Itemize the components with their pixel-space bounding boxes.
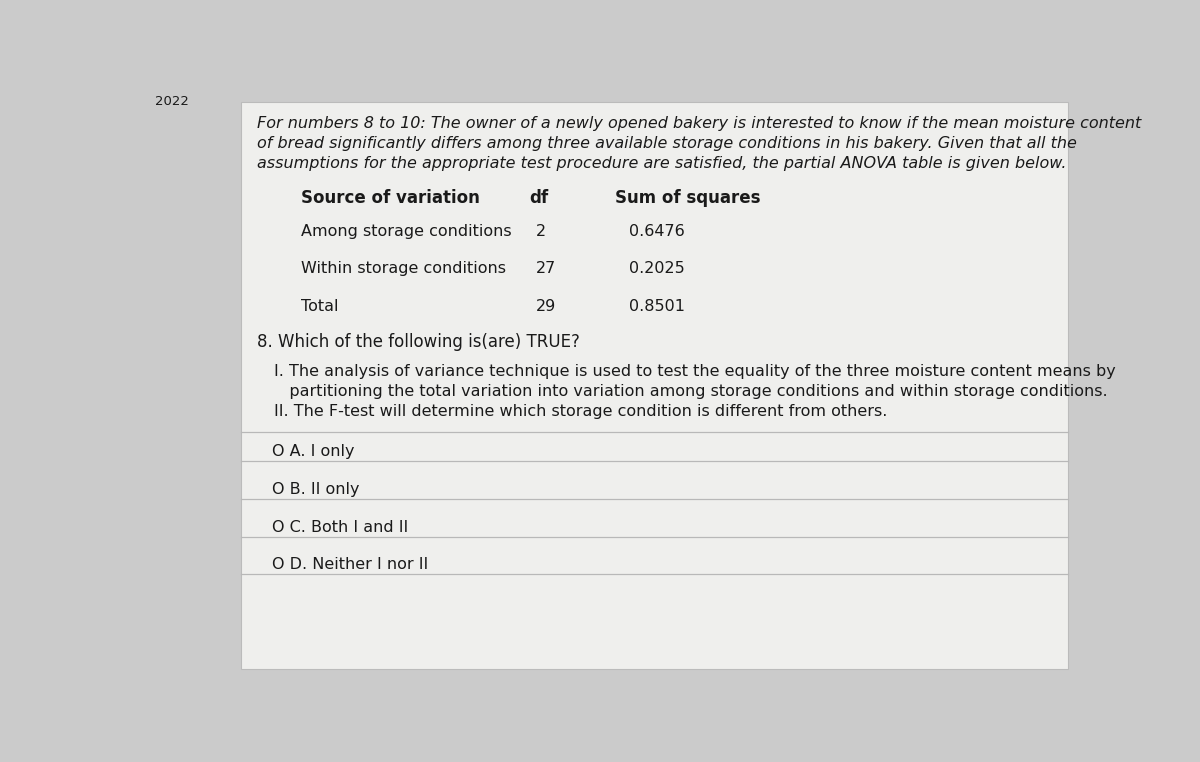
Text: 2022: 2022 <box>155 94 188 107</box>
Text: df: df <box>529 189 548 207</box>
Text: O D. Neither I nor II: O D. Neither I nor II <box>272 557 428 572</box>
Text: 0.2025: 0.2025 <box>629 261 685 276</box>
Text: 8. Which of the following is(are) TRUE?: 8. Which of the following is(are) TRUE? <box>257 333 580 351</box>
Text: Within storage conditions: Within storage conditions <box>301 261 506 276</box>
Text: O B. II only: O B. II only <box>272 482 360 497</box>
Text: Sum of squares: Sum of squares <box>616 189 761 207</box>
Text: For numbers 8 to 10: The owner of a newly opened bakery is interested to know if: For numbers 8 to 10: The owner of a newl… <box>257 116 1141 131</box>
Text: 0.8501: 0.8501 <box>629 299 685 315</box>
Text: 0.6476: 0.6476 <box>629 224 685 239</box>
Text: II. The F-test will determine which storage condition is different from others.: II. The F-test will determine which stor… <box>274 404 887 419</box>
Text: O C. Both I and II: O C. Both I and II <box>272 520 409 535</box>
Text: 2: 2 <box>536 224 546 239</box>
Text: O A. I only: O A. I only <box>272 444 355 459</box>
Text: Source of variation: Source of variation <box>301 189 480 207</box>
Text: partitioning the total variation into variation among storage conditions and wit: partitioning the total variation into va… <box>274 384 1108 399</box>
FancyBboxPatch shape <box>241 102 1068 669</box>
Text: I. The analysis of variance technique is used to test the equality of the three : I. The analysis of variance technique is… <box>274 364 1116 379</box>
Text: Among storage conditions: Among storage conditions <box>301 224 511 239</box>
Text: of bread significantly differs among three available storage conditions in his b: of bread significantly differs among thr… <box>257 136 1076 151</box>
Text: 27: 27 <box>536 261 557 276</box>
Text: assumptions for the appropriate test procedure are satisfied, the partial ANOVA : assumptions for the appropriate test pro… <box>257 156 1067 171</box>
Text: 29: 29 <box>536 299 557 315</box>
Text: Total: Total <box>301 299 338 315</box>
